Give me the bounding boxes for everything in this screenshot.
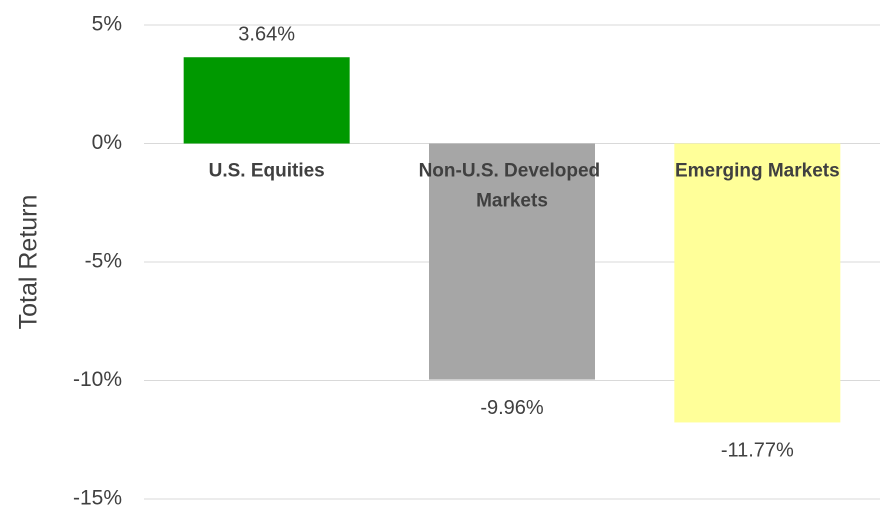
y-tick-label: -15%	[73, 487, 122, 510]
bar	[429, 143, 595, 380]
data-label: 3.64%	[238, 24, 295, 46]
x-tick-label: Emerging Markets	[675, 161, 840, 182]
bar	[674, 143, 841, 423]
x-tick-label: Non-U.S. Developed Markets	[419, 161, 606, 212]
y-tick-label: -5%	[85, 250, 122, 273]
data-label: -9.96%	[480, 397, 544, 419]
data-label: -11.77%	[721, 440, 794, 462]
x-tick-label: U.S. Equities	[209, 161, 325, 182]
y-axis-label: Total Return	[15, 195, 43, 330]
y-tick-label: -10%	[73, 368, 122, 391]
bar	[183, 57, 350, 144]
y-tick-label: 5%	[92, 13, 122, 36]
y-tick-label: 0%	[92, 131, 122, 154]
